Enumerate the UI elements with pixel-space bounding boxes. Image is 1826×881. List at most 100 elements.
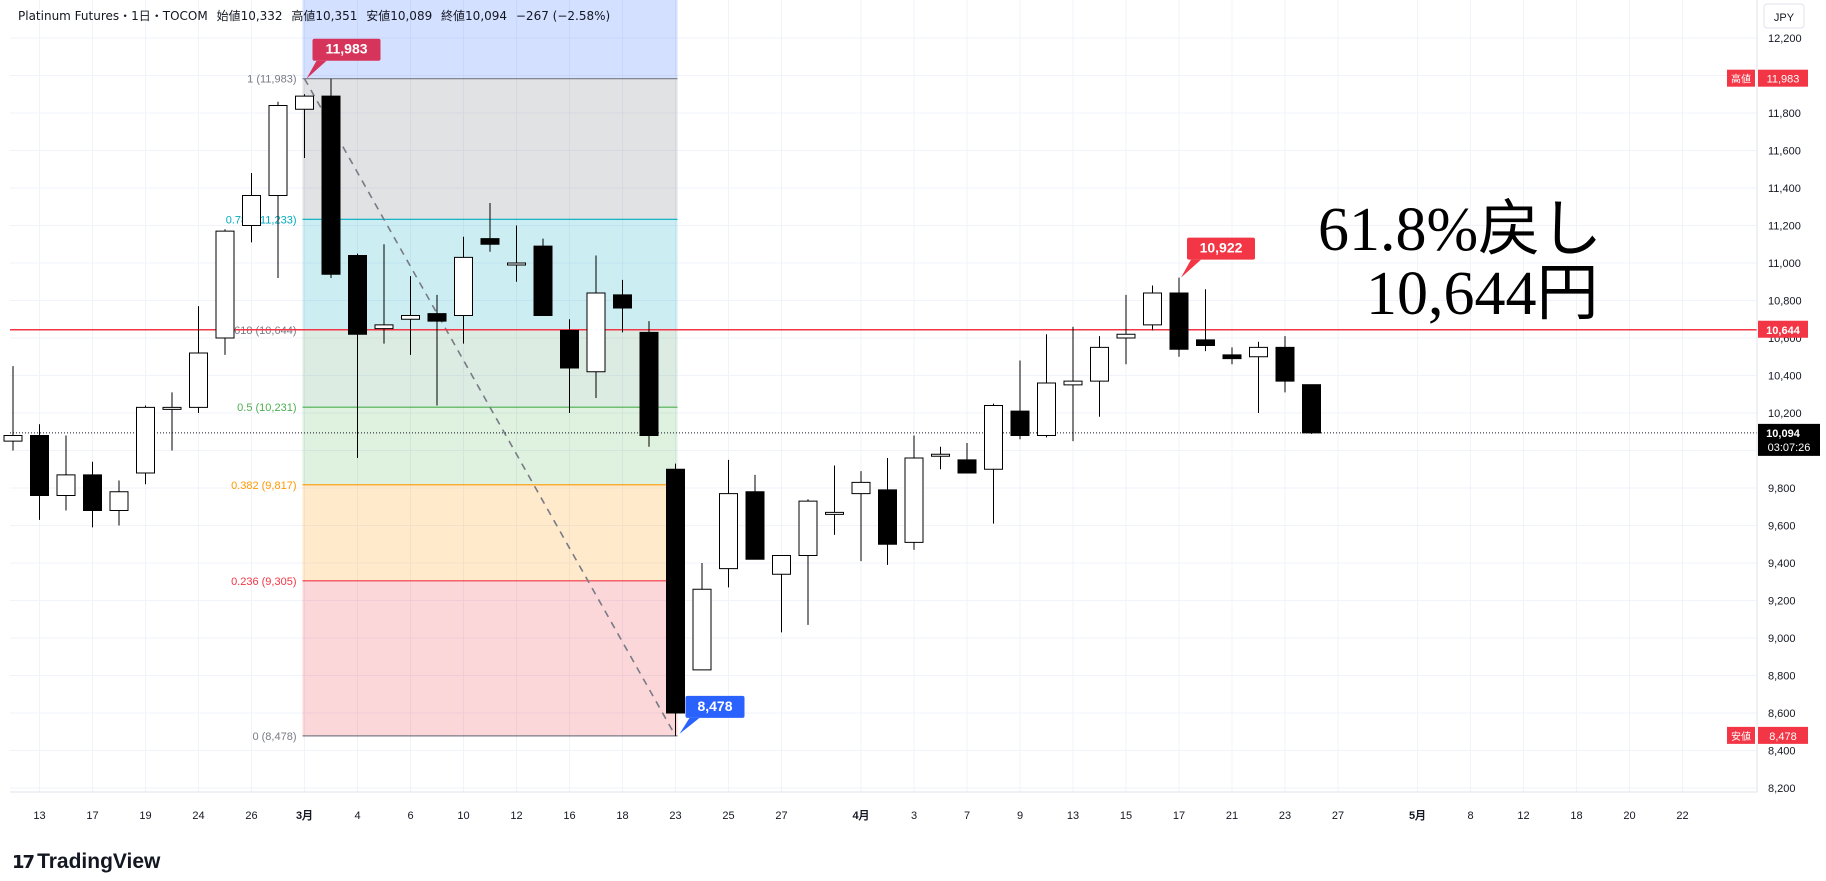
fib-zone	[302, 484, 678, 581]
price-tick-label: 12,200	[1768, 33, 1802, 45]
time-tick-label: 26	[245, 810, 257, 822]
candle-body	[268, 105, 288, 196]
price-callout	[312, 38, 381, 61]
high-marker-value-box	[1758, 69, 1808, 87]
time-tick-label: 22	[1676, 810, 1688, 822]
last-price-label: 10,094	[1766, 428, 1801, 440]
fib-level-label: 0.786 (11,233)	[226, 214, 297, 226]
close-value: 終値10,094	[441, 9, 508, 23]
candle-body	[109, 491, 129, 511]
time-tick-label: 19	[139, 810, 151, 822]
time-tick-label: 27	[1332, 810, 1344, 822]
price-callout-label: 10,922	[1200, 240, 1243, 256]
time-tick-label: 12	[510, 810, 522, 822]
candle-body	[1010, 410, 1030, 436]
price-tick-label: 10,800	[1768, 296, 1802, 308]
candle-body	[613, 294, 632, 309]
candle-body	[56, 474, 76, 496]
candle-body	[878, 489, 897, 545]
low-marker-tag	[1727, 726, 1755, 744]
open-value: 始値10,332	[216, 9, 283, 23]
fib-level-label: 0 (8,478)	[252, 731, 296, 743]
candle-body	[321, 95, 341, 275]
candle-body	[904, 457, 924, 543]
fib-trend-line	[303, 78, 677, 737]
price-tick-label: 10,400	[1768, 371, 1802, 383]
retracement-tag	[1758, 320, 1808, 338]
price-tick-label: 9,000	[1768, 633, 1796, 645]
candle-body	[772, 555, 791, 575]
price-tick-label: 9,800	[1768, 483, 1796, 495]
candle-body	[984, 405, 1003, 470]
fib-level-label: 0.5 (10,231)	[237, 402, 296, 414]
candle-body	[666, 468, 685, 714]
candle-body	[480, 238, 500, 245]
tradingview-logo-icon: 𝟭𝟳	[12, 851, 35, 872]
time-tick-label: 5月	[1409, 809, 1426, 822]
currency-label: JPY	[1774, 12, 1795, 24]
candle-body	[1063, 380, 1083, 386]
annotation-retracement-label[interactable]: 61.8%戻し	[1318, 196, 1603, 264]
time-tick-label: 21	[1226, 810, 1238, 822]
price-callout	[1187, 237, 1255, 260]
time-tick-label: 20	[1623, 810, 1635, 822]
candle-body	[1302, 384, 1321, 434]
time-tick-label: 13	[1067, 810, 1079, 822]
price-callout-label: 11,983	[325, 41, 367, 57]
chart-header: Platinum Futures・1日・TOCOM 始値10,332 高値10,…	[18, 7, 615, 24]
time-tick-label: 23	[1279, 810, 1291, 822]
time-tick-label: 16	[563, 810, 575, 822]
time-tick-label: 18	[616, 810, 628, 822]
high-marker-tag	[1727, 69, 1755, 87]
low-value: 安値10,089	[366, 9, 433, 23]
low-marker-label: 安値	[1731, 730, 1751, 743]
candle-body	[348, 255, 367, 335]
symbol-title[interactable]: Platinum Futures・1日・TOCOM	[18, 9, 208, 23]
time-tick-label: 25	[722, 810, 734, 822]
fib-level-label: 0.236 (9,305)	[231, 576, 296, 588]
candle-body	[560, 330, 579, 369]
time-tick-label: 6	[407, 810, 413, 822]
candle-body	[1196, 339, 1215, 346]
high-value: 高値10,351	[291, 9, 358, 23]
fib-zone	[302, 407, 678, 485]
time-tick-label: 18	[1570, 810, 1582, 822]
time-tick-label: 13	[33, 810, 45, 822]
candle-body	[162, 406, 182, 410]
time-tick-label: 3月	[296, 809, 313, 822]
price-callout-label: 8,478	[697, 698, 732, 714]
price-tick-label: 9,200	[1768, 596, 1796, 608]
price-tick-label: 8,400	[1768, 746, 1796, 758]
fib-zone	[302, 580, 678, 736]
time-tick-label: 24	[192, 810, 204, 822]
price-tick-label: 9,600	[1768, 521, 1796, 533]
fib-zone	[302, 329, 678, 408]
candle-body	[3, 435, 23, 442]
candle-body	[374, 324, 394, 330]
countdown-label: 03:07:26	[1768, 442, 1811, 454]
candle-body	[719, 493, 738, 570]
high-marker-label: 高値	[1731, 73, 1751, 86]
last-price-tag	[1758, 423, 1820, 456]
price-tick-label: 11,200	[1768, 221, 1801, 233]
candle-body	[586, 292, 606, 373]
candle-body	[1037, 382, 1056, 436]
high-marker-value: 11,983	[1767, 74, 1800, 86]
price-tick-label: 11,800	[1768, 108, 1801, 120]
retracement-tag-label: 10,644	[1766, 325, 1801, 337]
time-tick-label: 15	[1120, 810, 1132, 822]
candle-body	[30, 435, 49, 496]
tradingview-brand[interactable]: 𝟭𝟳 TradingView	[12, 850, 160, 874]
price-callout-pointer	[679, 717, 700, 734]
annotation-price-label[interactable]: 10,644円	[1366, 260, 1599, 328]
candle-body	[507, 262, 526, 266]
candle-body	[215, 230, 235, 339]
low-marker-value-box	[1758, 726, 1808, 744]
candle-body	[692, 588, 712, 671]
price-tick-label: 10,200	[1768, 408, 1802, 420]
fib-level-label: 0.382 (9,817)	[231, 480, 296, 492]
candle-body	[189, 352, 208, 408]
candle-body	[851, 481, 871, 495]
